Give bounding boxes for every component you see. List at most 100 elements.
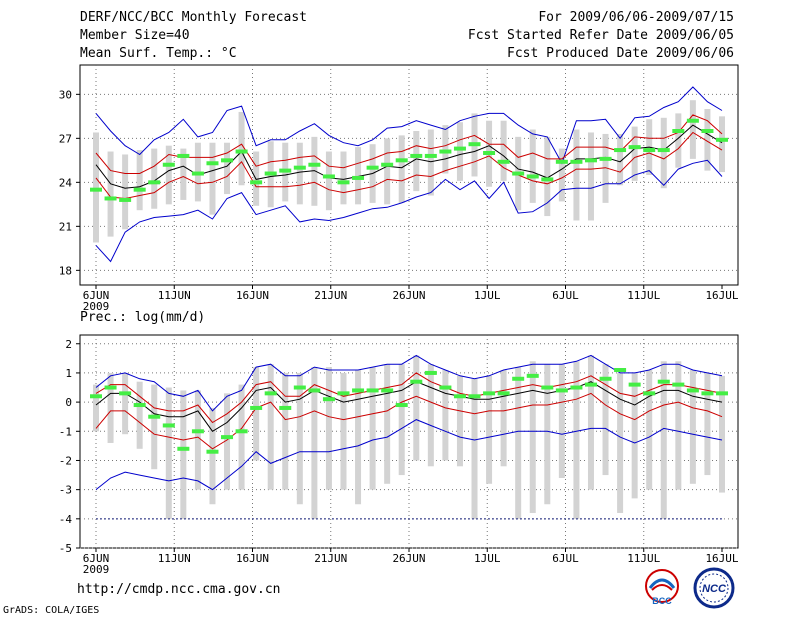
- x-tick-label: 16JUN: [236, 552, 269, 565]
- ensemble-bar: [93, 384, 99, 432]
- observed-marker: [410, 379, 423, 384]
- ensemble-bar: [704, 109, 711, 171]
- x-tick-label: 26JUN: [392, 552, 425, 565]
- ensemble-bar: [93, 132, 99, 243]
- bcc-logo-text: BCC: [652, 596, 672, 606]
- observed-marker: [716, 137, 728, 142]
- observed-marker: [657, 148, 670, 153]
- observed-marker: [221, 435, 234, 440]
- ensemble-bar: [398, 135, 405, 203]
- ensemble-bar: [296, 372, 303, 505]
- ensemble-bar: [224, 142, 231, 195]
- ensemble-bar: [355, 147, 362, 205]
- series-line-max: [95, 86, 723, 165]
- observed-marker: [104, 385, 117, 390]
- observed-marker: [235, 149, 248, 154]
- x-tick-label: 6JUL: [552, 289, 579, 302]
- observed-marker: [410, 153, 423, 158]
- observed-marker: [206, 161, 219, 166]
- ncc-logo-text: NCC: [702, 583, 727, 595]
- x-tick-label: 11JUL: [627, 552, 660, 565]
- observed-marker: [162, 162, 175, 167]
- series-line-lower: [95, 392, 723, 450]
- observed-marker: [308, 388, 321, 393]
- observed-marker: [453, 146, 466, 151]
- ensemble-bar: [194, 390, 201, 490]
- observed-marker: [701, 391, 714, 396]
- year-label: 2009: [83, 563, 110, 576]
- ensemble-bar: [573, 361, 580, 519]
- observed-marker: [293, 165, 306, 170]
- observed-marker: [570, 385, 583, 390]
- ensemble-bar: [413, 131, 420, 192]
- ensemble-bar: [398, 364, 405, 476]
- x-tick-label: 11JUN: [158, 289, 191, 302]
- x-tick-label: 16JUN: [236, 289, 269, 302]
- ensemble-bar: [165, 387, 172, 519]
- ensemble-bar: [515, 367, 522, 519]
- observed-marker: [614, 368, 627, 373]
- y-tick-label: 21: [59, 220, 72, 233]
- observed-marker: [526, 373, 539, 378]
- x-tick-label: 11JUL: [627, 289, 660, 302]
- variable-label: Mean Surf. Temp.: °C: [80, 46, 237, 61]
- series-line-lower: [95, 131, 723, 200]
- observed-marker: [541, 177, 554, 182]
- observed-marker: [104, 196, 117, 201]
- ensemble-bar: [602, 133, 609, 203]
- ensemble-bar: [660, 361, 667, 519]
- ensemble-bar: [151, 148, 158, 209]
- observed-marker: [177, 446, 190, 451]
- observed-marker: [512, 376, 525, 381]
- observed-marker: [628, 382, 641, 387]
- observed-marker: [366, 165, 379, 170]
- observed-marker: [468, 142, 481, 147]
- observed-marker: [322, 174, 335, 179]
- y-tick-label: -4: [59, 513, 73, 526]
- ensemble-bar: [282, 372, 289, 490]
- observed-marker: [264, 391, 277, 396]
- series-line-min: [95, 419, 723, 491]
- observed-marker: [672, 129, 685, 133]
- x-tick-label: 16JUL: [705, 289, 738, 302]
- observed-marker: [177, 153, 190, 158]
- observed-marker: [657, 379, 670, 384]
- ensemble-bar: [267, 364, 274, 490]
- observed-marker: [570, 159, 583, 164]
- x-tick-label: 6JUL: [552, 552, 579, 565]
- y-tick-label: 2: [65, 338, 72, 351]
- forecast-period: For 2009/06/06-2009/07/15: [538, 10, 734, 25]
- observed-marker: [643, 391, 656, 396]
- ensemble-bar: [165, 145, 172, 205]
- ensemble-bar: [384, 138, 391, 205]
- ensemble-bar: [617, 133, 624, 186]
- ensemble-bar: [253, 367, 260, 461]
- ensemble-bar: [631, 126, 638, 181]
- observed-marker: [191, 429, 204, 434]
- observed-marker: [279, 405, 292, 410]
- ensemble-bar: [704, 372, 711, 476]
- x-tick-label: 21JUN: [314, 289, 347, 302]
- observed-marker: [686, 118, 699, 123]
- observed-marker: [148, 414, 161, 419]
- ensemble-bar: [355, 370, 362, 505]
- observed-marker: [512, 171, 525, 176]
- observed-marker: [526, 174, 539, 179]
- observed-marker: [483, 391, 496, 396]
- ensemble-bar: [340, 372, 347, 490]
- ensemble-bar: [631, 372, 638, 499]
- x-tick-label: 1JUL: [474, 552, 501, 565]
- ensemble-bar: [311, 367, 318, 519]
- ensemble-bar: [558, 364, 565, 478]
- x-tick-label: 26JUN: [392, 289, 425, 302]
- bcc-logo: BCC: [645, 569, 679, 606]
- ensemble-bar: [587, 132, 594, 221]
- ensemble-bar: [238, 384, 245, 490]
- ensemble-bar: [136, 381, 143, 449]
- observed-marker: [483, 151, 496, 155]
- x-tick-label: 1JUL: [474, 289, 501, 302]
- precip-variable-label: Prec.: log(mm/d): [80, 310, 205, 325]
- x-tick-label: 11JUN: [158, 552, 191, 565]
- ensemble-bar: [587, 355, 594, 490]
